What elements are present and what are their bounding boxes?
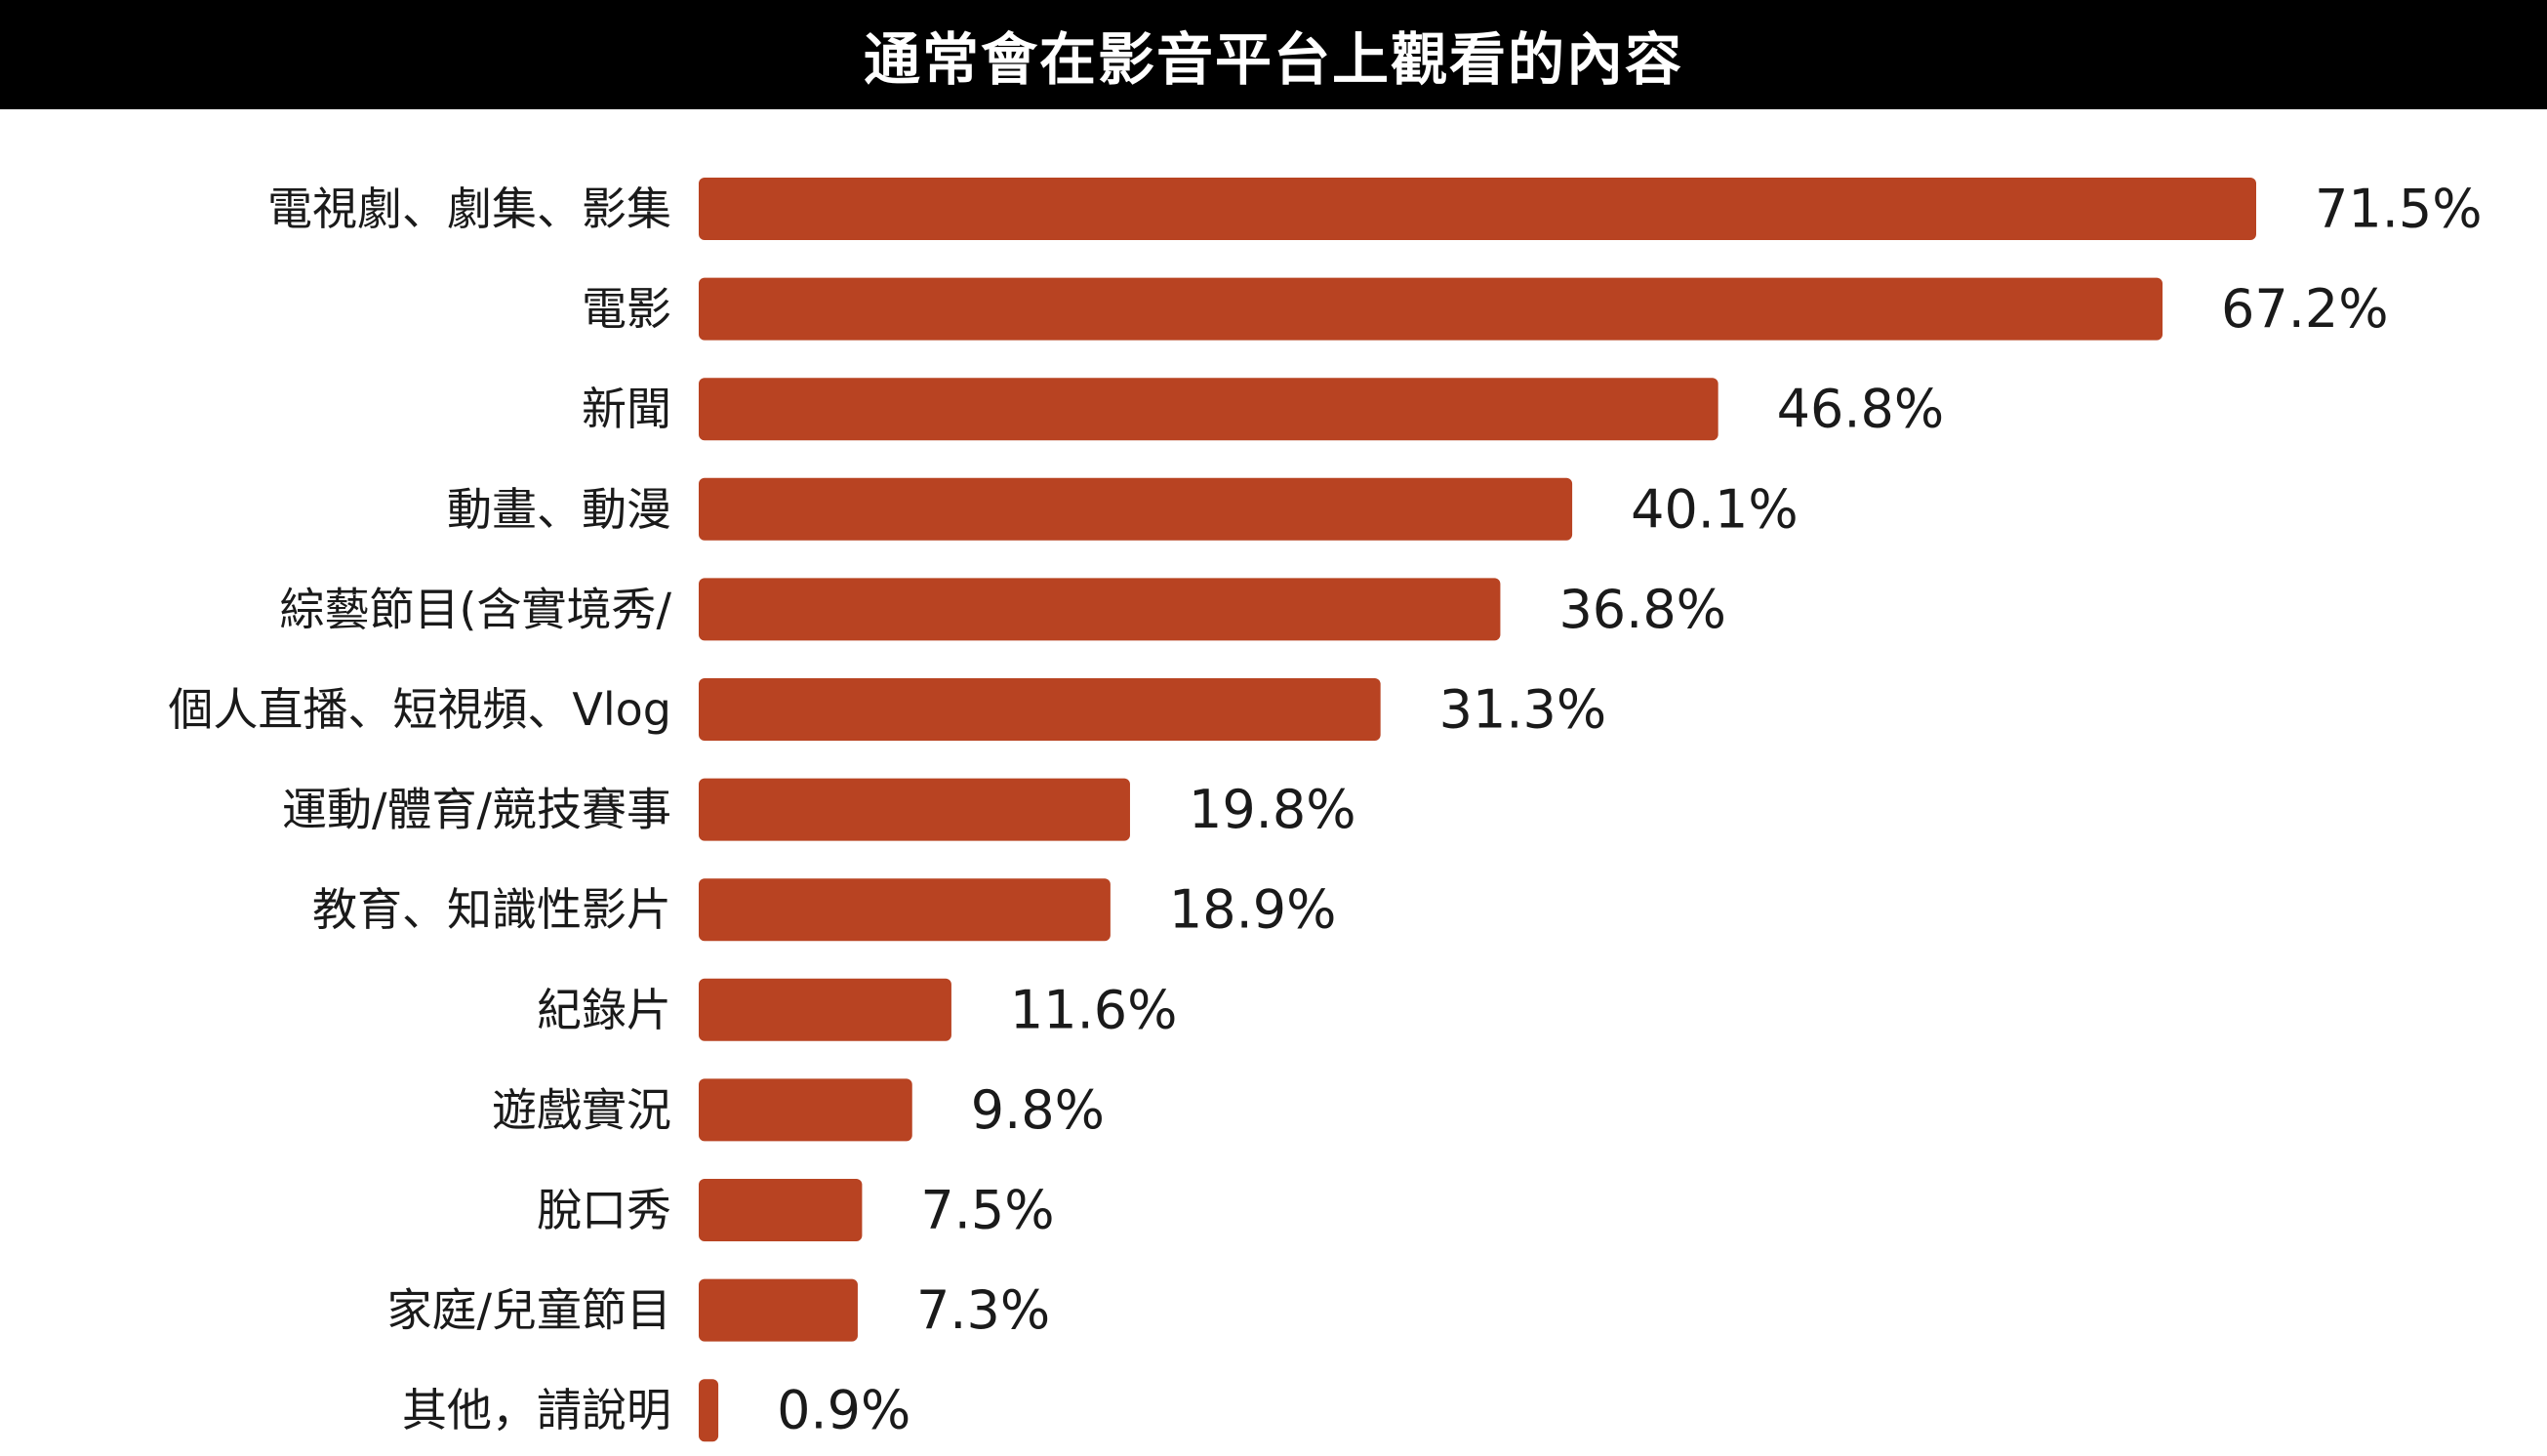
- value-label: 71.5%: [2315, 179, 2483, 240]
- bar: [699, 1078, 912, 1142]
- value-label: 36.8%: [1558, 579, 1726, 640]
- bar: [699, 678, 1381, 741]
- category-label: 家庭/兒童節目: [387, 1284, 672, 1337]
- bar-row: 個人直播、短視頻、Vlog 31.3%: [168, 678, 1606, 741]
- bar: [699, 578, 1501, 641]
- value-label: 9.8%: [971, 1079, 1105, 1141]
- bar: [699, 277, 2163, 341]
- bar: [699, 178, 2256, 240]
- chart-title-bar: 通常會在影音平台上觀看的內容: [0, 0, 2547, 109]
- value-label: 7.5%: [920, 1180, 1054, 1241]
- category-label: 新聞: [582, 383, 671, 435]
- value-label: 7.3%: [916, 1279, 1050, 1341]
- value-label: 19.8%: [1189, 779, 1356, 840]
- bar-row: 教育、知識性影片 18.9%: [312, 878, 1337, 942]
- bar-row: 運動/體育/競技賽事 19.8%: [282, 778, 1356, 841]
- bar-row: 遊戲實況 9.8%: [492, 1078, 1105, 1142]
- bar-row: 電視劇、劇集、影集 71.5%: [267, 178, 2483, 240]
- bar-row: 綜藝節目(含實境秀/36.8%: [280, 578, 1726, 641]
- category-label: 脫口秀: [537, 1184, 671, 1236]
- bar: [699, 477, 1573, 541]
- chart-title: 通常會在影音平台上觀看的內容: [863, 26, 1683, 93]
- category-label: 運動/體育/競技賽事: [282, 784, 671, 836]
- bar-row: 其他，請說明 0.9%: [402, 1379, 910, 1442]
- category-label: 其他，請說明: [402, 1384, 671, 1436]
- category-label: 綜藝節目(含實境秀/: [280, 583, 672, 635]
- bar-chart: 電視劇、劇集、影集 71.5% 電影 67.2% 新聞 46.8% 動畫、動漫 40.1% 綜藝…: [168, 178, 2483, 1442]
- bar: [699, 1379, 719, 1442]
- value-label: 40.1%: [1631, 478, 1799, 540]
- bar: [699, 878, 1111, 942]
- bar-row: 動畫、動漫 40.1%: [447, 477, 1799, 541]
- category-label: 個人直播、短視頻、Vlog: [168, 683, 671, 736]
- category-label: 電影: [582, 283, 671, 336]
- value-label: 0.9%: [777, 1380, 910, 1441]
- bar-row: 新聞 46.8%: [582, 378, 1945, 441]
- bar: [699, 778, 1130, 841]
- value-label: 46.8%: [1777, 379, 1945, 440]
- value-label: 31.3%: [1439, 679, 1607, 741]
- category-label: 動畫、動漫: [447, 483, 671, 536]
- bar: [699, 1179, 863, 1241]
- value-label: 67.2%: [2221, 278, 2389, 340]
- bar: [699, 378, 1718, 441]
- value-label: 18.9%: [1169, 879, 1337, 941]
- bar-row: 電影 67.2%: [582, 277, 2389, 341]
- bar-row: 脫口秀 7.5%: [537, 1179, 1055, 1241]
- bars-layer: 電視劇、劇集、影集 71.5% 電影 67.2% 新聞 46.8% 動畫、動漫 40.1% 綜藝…: [168, 178, 2483, 1442]
- category-label: 遊戲實況: [492, 1083, 671, 1136]
- category-label: 電視劇、劇集、影集: [267, 182, 671, 235]
- value-label: 11.6%: [1010, 979, 1178, 1040]
- bar-row: 家庭/兒童節目 7.3%: [387, 1278, 1050, 1342]
- bar: [699, 978, 951, 1041]
- category-label: 紀錄片: [537, 984, 671, 1036]
- bar-row: 紀錄片 11.6%: [537, 978, 1178, 1041]
- category-label: 教育、知識性影片: [312, 883, 671, 936]
- bar: [699, 1278, 858, 1342]
